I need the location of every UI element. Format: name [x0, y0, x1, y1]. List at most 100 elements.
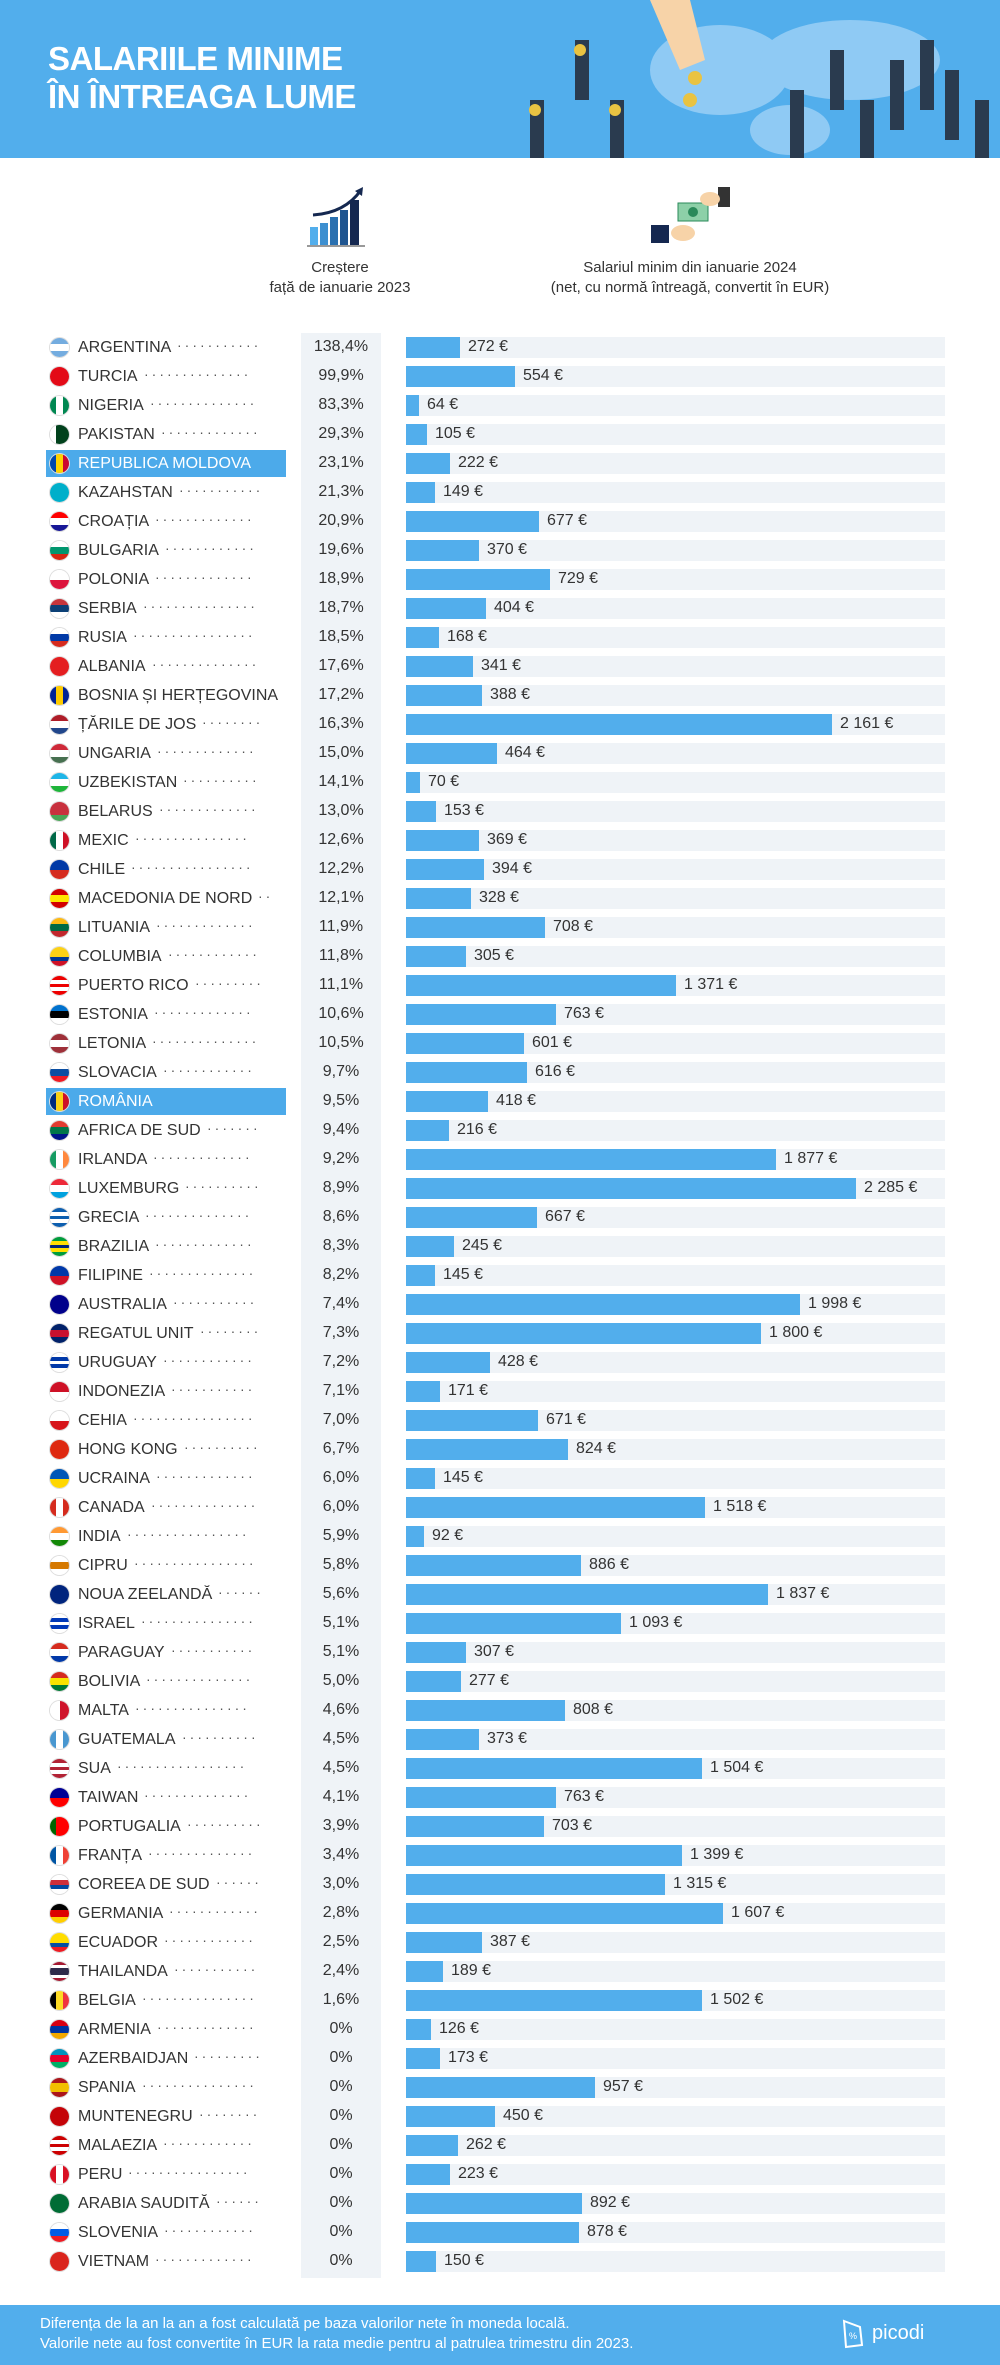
wage-bar: [406, 1729, 479, 1750]
leader-dots: ··: [258, 888, 274, 904]
table-row: BELARUS ············· 13,0% 153 €: [0, 797, 1000, 826]
flag-icon: [50, 831, 69, 850]
wage-bar: [406, 1178, 856, 1199]
leader-dots: ·············: [154, 1004, 254, 1020]
growth-value: 12,2%: [318, 860, 364, 877]
wage-bar: [406, 1352, 490, 1373]
table-row: SLOVENIA ············ 0% 878 €: [0, 2218, 1000, 2247]
country-label: ESTONIA: [46, 1001, 286, 1028]
flag-icon: [50, 1469, 69, 1488]
wage-value: 373 €: [487, 1730, 528, 1747]
country-name: PARAGUAY: [78, 1644, 165, 1661]
flag-icon: [50, 599, 69, 618]
wage-value: 1 837 €: [776, 1585, 830, 1602]
country-label: CHILE: [46, 856, 286, 883]
wage-bar: [406, 801, 436, 822]
table-row: SERBIA ··············· 18,7% 404 €: [0, 594, 1000, 623]
wage-bar: [406, 2106, 495, 2127]
picodi-logo-icon: %: [842, 2319, 864, 2349]
country-name: FRANȚA: [78, 1847, 142, 1864]
flag-icon: [50, 1034, 69, 1053]
growth-value: 11,1%: [318, 976, 364, 993]
wage-bar: [406, 714, 832, 735]
wage-value: 404 €: [494, 599, 535, 616]
country-name: HONG KONG: [78, 1441, 178, 1458]
country-name: LETONIA: [78, 1035, 147, 1052]
bar-track: [406, 1526, 945, 1547]
leader-dots: ·············: [155, 511, 255, 527]
table-row: NIGERIA ·············· 83,3% 64 €: [0, 391, 1000, 420]
wage-value: 216 €: [457, 1121, 498, 1138]
growth-value: 12,6%: [318, 831, 364, 848]
leader-dots: ············: [164, 2222, 256, 2238]
country-label: CANADA: [46, 1494, 286, 1521]
bar-track: [406, 2251, 945, 2272]
flag-icon: [50, 1150, 69, 1169]
wage-bar: [406, 1758, 702, 1779]
growth-value: 19,6%: [318, 541, 364, 558]
wage-value: 328 €: [479, 889, 520, 906]
growth-value: 21,3%: [318, 483, 364, 500]
country-label: MEXIC: [46, 827, 286, 854]
country-label: URUGUAY: [46, 1349, 286, 1376]
country-label: ISRAEL: [46, 1610, 286, 1637]
wage-bar: [406, 772, 420, 793]
flag-icon: [50, 1817, 69, 1836]
wage-bar: [406, 395, 419, 416]
wage-value: 677 €: [547, 512, 588, 529]
wage-bar: [406, 2164, 450, 2185]
leader-dots: ······: [216, 1874, 262, 1890]
wage-value: 1 998 €: [808, 1295, 862, 1312]
country-name: GERMANIA: [78, 1905, 164, 1922]
leader-dots: ··········: [182, 1729, 259, 1745]
wage-bar: [406, 2135, 458, 2156]
flag-icon: [50, 1440, 69, 1459]
country-label: HONG KONG: [46, 1436, 286, 1463]
country-label: LETONIA: [46, 1030, 286, 1057]
wage-bar: [406, 1294, 800, 1315]
table-row: REGATUL UNIT ········ 7,3% 1 800 €: [0, 1319, 1000, 1348]
bar-track: [406, 2164, 945, 2185]
table-row: GERMANIA ············ 2,8% 1 607 €: [0, 1899, 1000, 1928]
table-row: BOLIVIA ·············· 5,0% 277 €: [0, 1667, 1000, 1696]
leader-dots: ············: [163, 1352, 255, 1368]
table-row: BRAZILIA ············· 8,3% 245 €: [0, 1232, 1000, 1261]
flag-icon: [50, 367, 69, 386]
country-name: LUXEMBURG: [78, 1180, 180, 1197]
country-name: BOSNIA ȘI HERȚEGOVINA: [78, 687, 279, 704]
country-label: SLOVACIA: [46, 1059, 286, 1086]
country-label: SUA: [46, 1755, 286, 1782]
country-label: UNGARIA: [46, 740, 286, 767]
bar-track: [406, 1468, 945, 1489]
growth-value: 8,3%: [322, 1237, 360, 1254]
country-name: AFRICA DE SUD: [78, 1122, 201, 1139]
table-row: PERU ················ 0% 223 €: [0, 2160, 1000, 2189]
country-name: ECUADOR: [78, 1934, 159, 1951]
flag-icon: [50, 2078, 69, 2097]
leader-dots: ···············: [135, 1700, 250, 1716]
table-row: CEHIA ················ 7,0% 671 €: [0, 1406, 1000, 1435]
flag-icon: [50, 1846, 69, 1865]
growth-value: 3,0%: [322, 1875, 360, 1892]
wage-bar: [406, 366, 515, 387]
country-label: MACEDONIA DE NORD: [46, 885, 286, 912]
leader-dots: ················: [128, 2164, 251, 2180]
country-label: AZERBAIDJAN: [46, 2045, 286, 2072]
country-label: REGATUL UNIT: [46, 1320, 286, 1347]
flag-icon: [50, 715, 69, 734]
country-name: CIPRU: [78, 1557, 128, 1574]
bar-track: [406, 337, 945, 358]
table-row: BULGARIA ············ 19,6% 370 €: [0, 536, 1000, 565]
bar-track: [406, 1381, 945, 1402]
table-row: MALTA ··············· 4,6% 808 €: [0, 1696, 1000, 1725]
country-name: BULGARIA: [78, 542, 159, 559]
growth-value: 17,6%: [318, 657, 364, 674]
country-label: CROAȚIA: [46, 508, 286, 535]
wage-value: 1 800 €: [769, 1324, 823, 1341]
table-row: GRECIA ·············· 8,6% 667 €: [0, 1203, 1000, 1232]
leader-dots: ·············: [161, 424, 261, 440]
svg-text:%: %: [849, 2331, 857, 2341]
flag-icon: [50, 1063, 69, 1082]
flag-icon: [50, 1092, 69, 1111]
growth-value: 11,8%: [318, 947, 364, 964]
